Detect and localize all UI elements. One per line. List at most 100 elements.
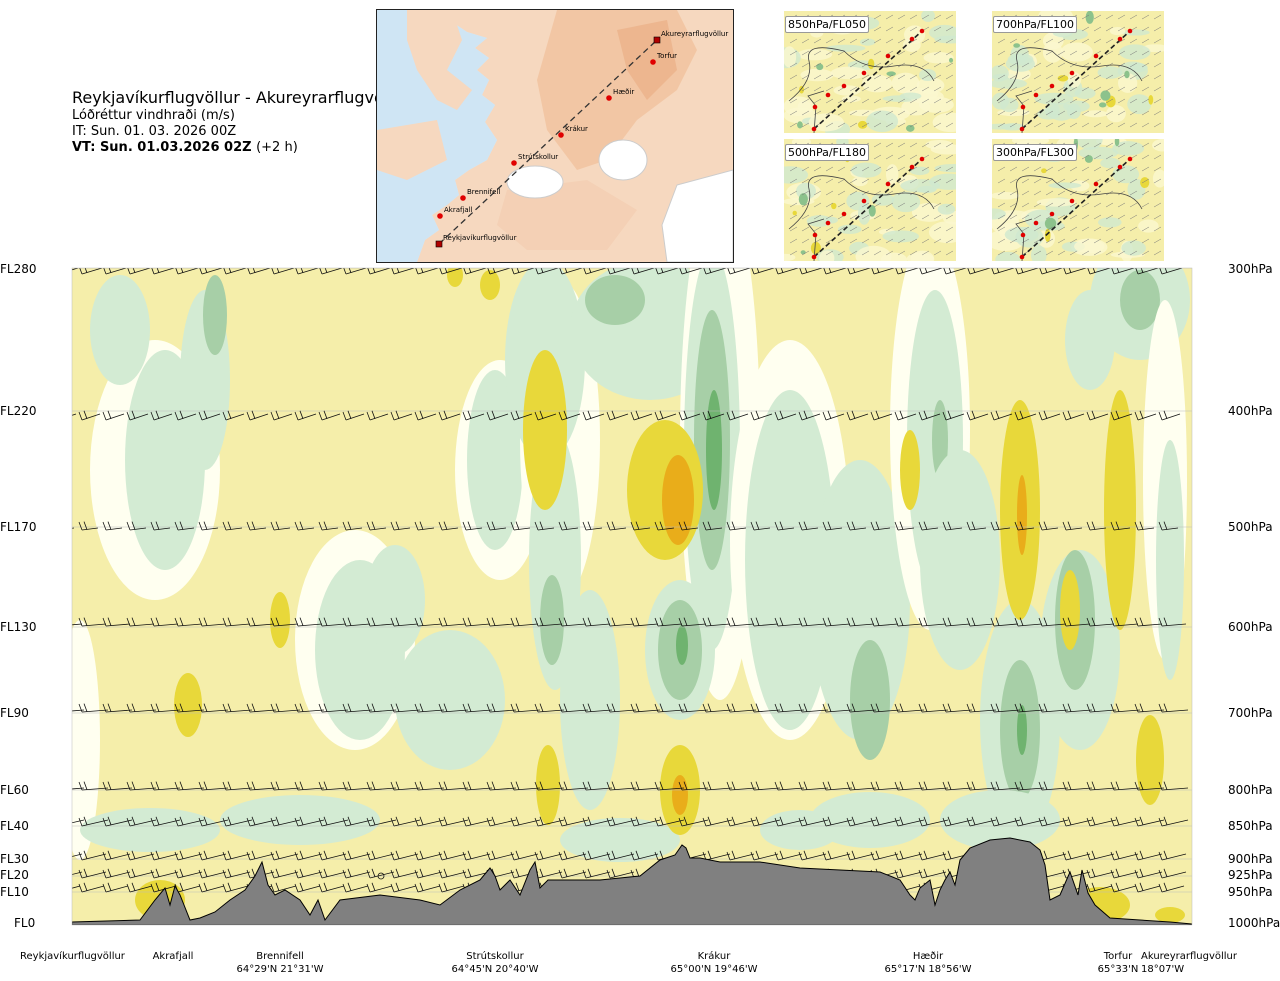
wind-barb: [222, 816, 253, 827]
wind-barb: [270, 816, 301, 827]
wind-barb: [966, 703, 997, 713]
wind-barb: [510, 703, 541, 713]
wind-barb: [1014, 816, 1045, 827]
wind-barb: [78, 521, 99, 531]
location-name: Akrafjall: [152, 951, 194, 962]
wind-barb: [919, 268, 943, 275]
wind-barb: [1062, 816, 1093, 827]
route-point: Torfur: [650, 52, 677, 65]
wind-barb: [486, 781, 517, 791]
wind-barb: [558, 781, 589, 791]
wind-barb: [774, 617, 803, 627]
wind-barb: [1038, 781, 1069, 791]
wind-barb: [438, 703, 469, 713]
velocity-contour: [810, 792, 930, 848]
velocity-contour: [1104, 390, 1136, 630]
wind-barb: [798, 850, 827, 861]
wind-barb: [655, 268, 679, 275]
wind-barb: [870, 410, 893, 421]
wind-barb: [582, 521, 603, 531]
wind-barb: [126, 703, 157, 713]
wind-barb: [462, 816, 493, 827]
route-point-label: Brennifell: [467, 188, 500, 196]
terrain-profile: [72, 837, 1192, 925]
wind-barb: [126, 816, 157, 827]
location-label: Torfur 65°33'N: [1096, 950, 1140, 976]
velocity-contour: [1120, 270, 1160, 330]
wind-barb: [246, 850, 275, 861]
wind-barb: [198, 617, 227, 627]
wind-barb: [774, 410, 797, 421]
wind-barb: [72, 413, 77, 416]
wind-barb: [366, 850, 395, 861]
thumbnail-500hpa[interactable]: 500hPa/FL180: [784, 139, 956, 261]
wind-barb: [150, 781, 181, 791]
wind-barb: [1110, 410, 1133, 421]
wind-barb: [414, 617, 443, 627]
hpa-label: 600hPa: [1228, 620, 1273, 634]
wind-barb: [990, 781, 1021, 791]
wind-barb: [1110, 850, 1139, 861]
wind-barb: [558, 850, 587, 861]
wind-barb: [438, 521, 459, 531]
wind-barb: [270, 781, 301, 791]
wind-barb: [750, 703, 781, 713]
wind-barb: [246, 410, 269, 421]
wind-barb: [174, 617, 203, 627]
wind-barb: [415, 268, 439, 275]
wind-barb: [822, 781, 853, 791]
wind-barb: [72, 819, 85, 824]
thumbnail-700hpa[interactable]: 700hPa/FL100: [992, 11, 1164, 133]
plot-frame: [71, 267, 1193, 926]
wind-barb: [1038, 521, 1059, 531]
wind-barb: [678, 521, 699, 531]
wind-barb: [510, 410, 533, 421]
wind-barb: [198, 850, 227, 861]
wind-barb: [1086, 882, 1113, 893]
wind-barb: [1063, 268, 1087, 275]
wind-barb: [270, 868, 299, 879]
wind-barb: [198, 703, 229, 713]
wind-barb: [294, 781, 325, 791]
wind-barb: [606, 816, 637, 827]
wind-barb: [1062, 410, 1085, 421]
wind-barb: [1135, 268, 1159, 275]
wind-barb: [150, 850, 179, 861]
cross-section-plot: [71, 267, 1193, 926]
wind-barb: [1062, 781, 1093, 791]
wind-barb: [847, 268, 871, 275]
route-point: Reykjavíkurflugvöllur: [435, 234, 517, 248]
velocity-contour: [560, 590, 620, 810]
wind-barb: [1086, 868, 1115, 879]
thumbnail-850hpa[interactable]: 850hPa/FL050: [784, 11, 956, 133]
wind-barb: [78, 703, 109, 713]
wind-barb: [1134, 617, 1163, 627]
wind-barb: [487, 268, 511, 275]
wind-barb: [102, 816, 133, 827]
wind-barb: [918, 703, 949, 713]
wind-barb: [822, 703, 853, 713]
wind-barb: [72, 787, 85, 790]
wind-barb: [198, 816, 229, 827]
wind-barb: [414, 816, 445, 827]
wind-barb: [1015, 268, 1039, 275]
wind-barb: [942, 816, 973, 827]
location-coord: 65°33'N: [1097, 964, 1139, 975]
wind-barb: [942, 410, 965, 421]
wind-barb: [751, 268, 775, 275]
thumbnail-label: 700hPa/FL100: [993, 16, 1078, 33]
wind-barb: [486, 521, 507, 531]
wind-barb: [318, 521, 339, 531]
wind-barb: [1062, 703, 1093, 713]
wind-barb: [582, 850, 611, 861]
wind-barb: [1086, 816, 1117, 827]
wind-barb: [726, 816, 757, 827]
wind-barb: [343, 268, 367, 275]
wind-barb: [894, 816, 925, 827]
wind-barb: [798, 410, 821, 421]
wind-barb: [486, 617, 515, 627]
wind-barb: [799, 268, 823, 275]
thumbnail-300hpa[interactable]: 300hPa/FL300: [992, 139, 1164, 261]
wind-barb: [774, 850, 803, 861]
wind-barb: [582, 781, 613, 791]
